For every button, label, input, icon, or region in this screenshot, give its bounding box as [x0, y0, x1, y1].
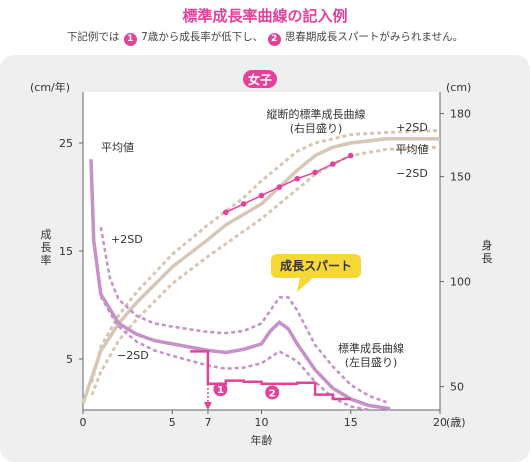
- right-axis-label-char: 身: [482, 238, 493, 252]
- marker-2-circle: [265, 385, 280, 400]
- right-tick-label: 100: [450, 276, 471, 289]
- subtitle-part-1: 7歳から成長率が低下し、: [141, 31, 264, 43]
- x-axis-label: 年齢: [251, 433, 273, 447]
- left-tick-label: 15: [59, 245, 73, 258]
- patient-height-point: [347, 152, 354, 159]
- patient-height-line: [225, 154, 352, 213]
- height-mean-curve: [81, 137, 440, 404]
- page-title: 標準成長率曲線の記入例: [182, 7, 348, 25]
- step-1-badge: 1: [123, 33, 137, 46]
- marker-2-label: 2: [269, 388, 276, 399]
- spurt-callout-label: 成長スパート: [280, 258, 352, 273]
- velocity-mean-label: 平均値: [101, 141, 134, 154]
- step-2-badge: 2: [267, 33, 281, 46]
- x-tick-label: 15: [344, 416, 358, 429]
- left-axis-label-char: 長: [41, 241, 52, 254]
- spurt-callout-pointer: [297, 277, 314, 292]
- velocity-plus2sd-label: +2SD: [111, 233, 143, 246]
- height-mean-label: 平均値: [396, 143, 429, 156]
- patient-height-point: [330, 161, 336, 167]
- height-plus2sd-curve: [90, 128, 441, 383]
- left-axis-label-char: 成: [41, 228, 52, 241]
- plot-area: [83, 92, 440, 410]
- left-axis-label-char: 率: [41, 253, 52, 267]
- spurt-callout-box: [271, 254, 361, 278]
- marker-1-circle: [213, 382, 228, 397]
- velocity-minus2sd-curve: [99, 295, 369, 412]
- left-axis-unit: (cm/年): [30, 80, 70, 94]
- group-badge: [243, 70, 277, 88]
- height-plus2sd-label: +2SD: [396, 121, 428, 134]
- velocity-plus2sd-curve: [99, 226, 387, 404]
- patient-height-point: [276, 184, 283, 190]
- age7-arrow: [203, 402, 212, 410]
- right-tick-label: 150: [450, 171, 471, 184]
- velocity-curve-title-line1: 標準成長曲線: [338, 341, 404, 355]
- group-badge-label: 女子: [248, 72, 272, 87]
- velocity-curve-title-line2: (左目盛り): [345, 355, 398, 369]
- patient-height-point: [312, 169, 318, 176]
- right-axis-label-char: 長: [482, 252, 493, 265]
- x-tick-label: 20: [433, 416, 447, 429]
- left-tick-label: 5: [66, 353, 73, 366]
- velocity-mean-curve: [89, 159, 391, 411]
- patient-height-point: [223, 209, 229, 216]
- marker-1-label: 1: [217, 385, 224, 396]
- subtitle-prefix: 下記例では: [66, 31, 120, 43]
- page-subtitle: 下記例では 1 7歳から成長率が低下し、 2 思春期成長スパートがみられません。: [0, 29, 530, 46]
- x-tick-label: 7: [204, 416, 211, 429]
- height-curve-title-line2: (右目盛り): [290, 121, 343, 135]
- height-curve-title-line1: 縦断的標準成長曲線: [267, 107, 366, 121]
- right-tick-label: 50: [450, 381, 464, 394]
- velocity-minus2sd-label: −2SD: [117, 349, 149, 362]
- subtitle-part-2: 思春期成長スパートがみられません。: [284, 31, 464, 43]
- x-tick-label: 0: [80, 416, 87, 429]
- right-axis-unit: (cm): [446, 81, 471, 94]
- patient-height-point: [258, 192, 265, 199]
- right-tick-label: 180: [450, 108, 471, 121]
- x-axis-unit: (歳): [446, 416, 466, 429]
- patient-height-point: [240, 201, 247, 207]
- patient-height-point: [294, 175, 301, 182]
- height-minus2sd-label: −2SD: [396, 167, 428, 180]
- left-tick-label: 25: [59, 137, 73, 150]
- x-tick-label: 5: [169, 416, 176, 429]
- x-tick-label: 10: [255, 416, 269, 429]
